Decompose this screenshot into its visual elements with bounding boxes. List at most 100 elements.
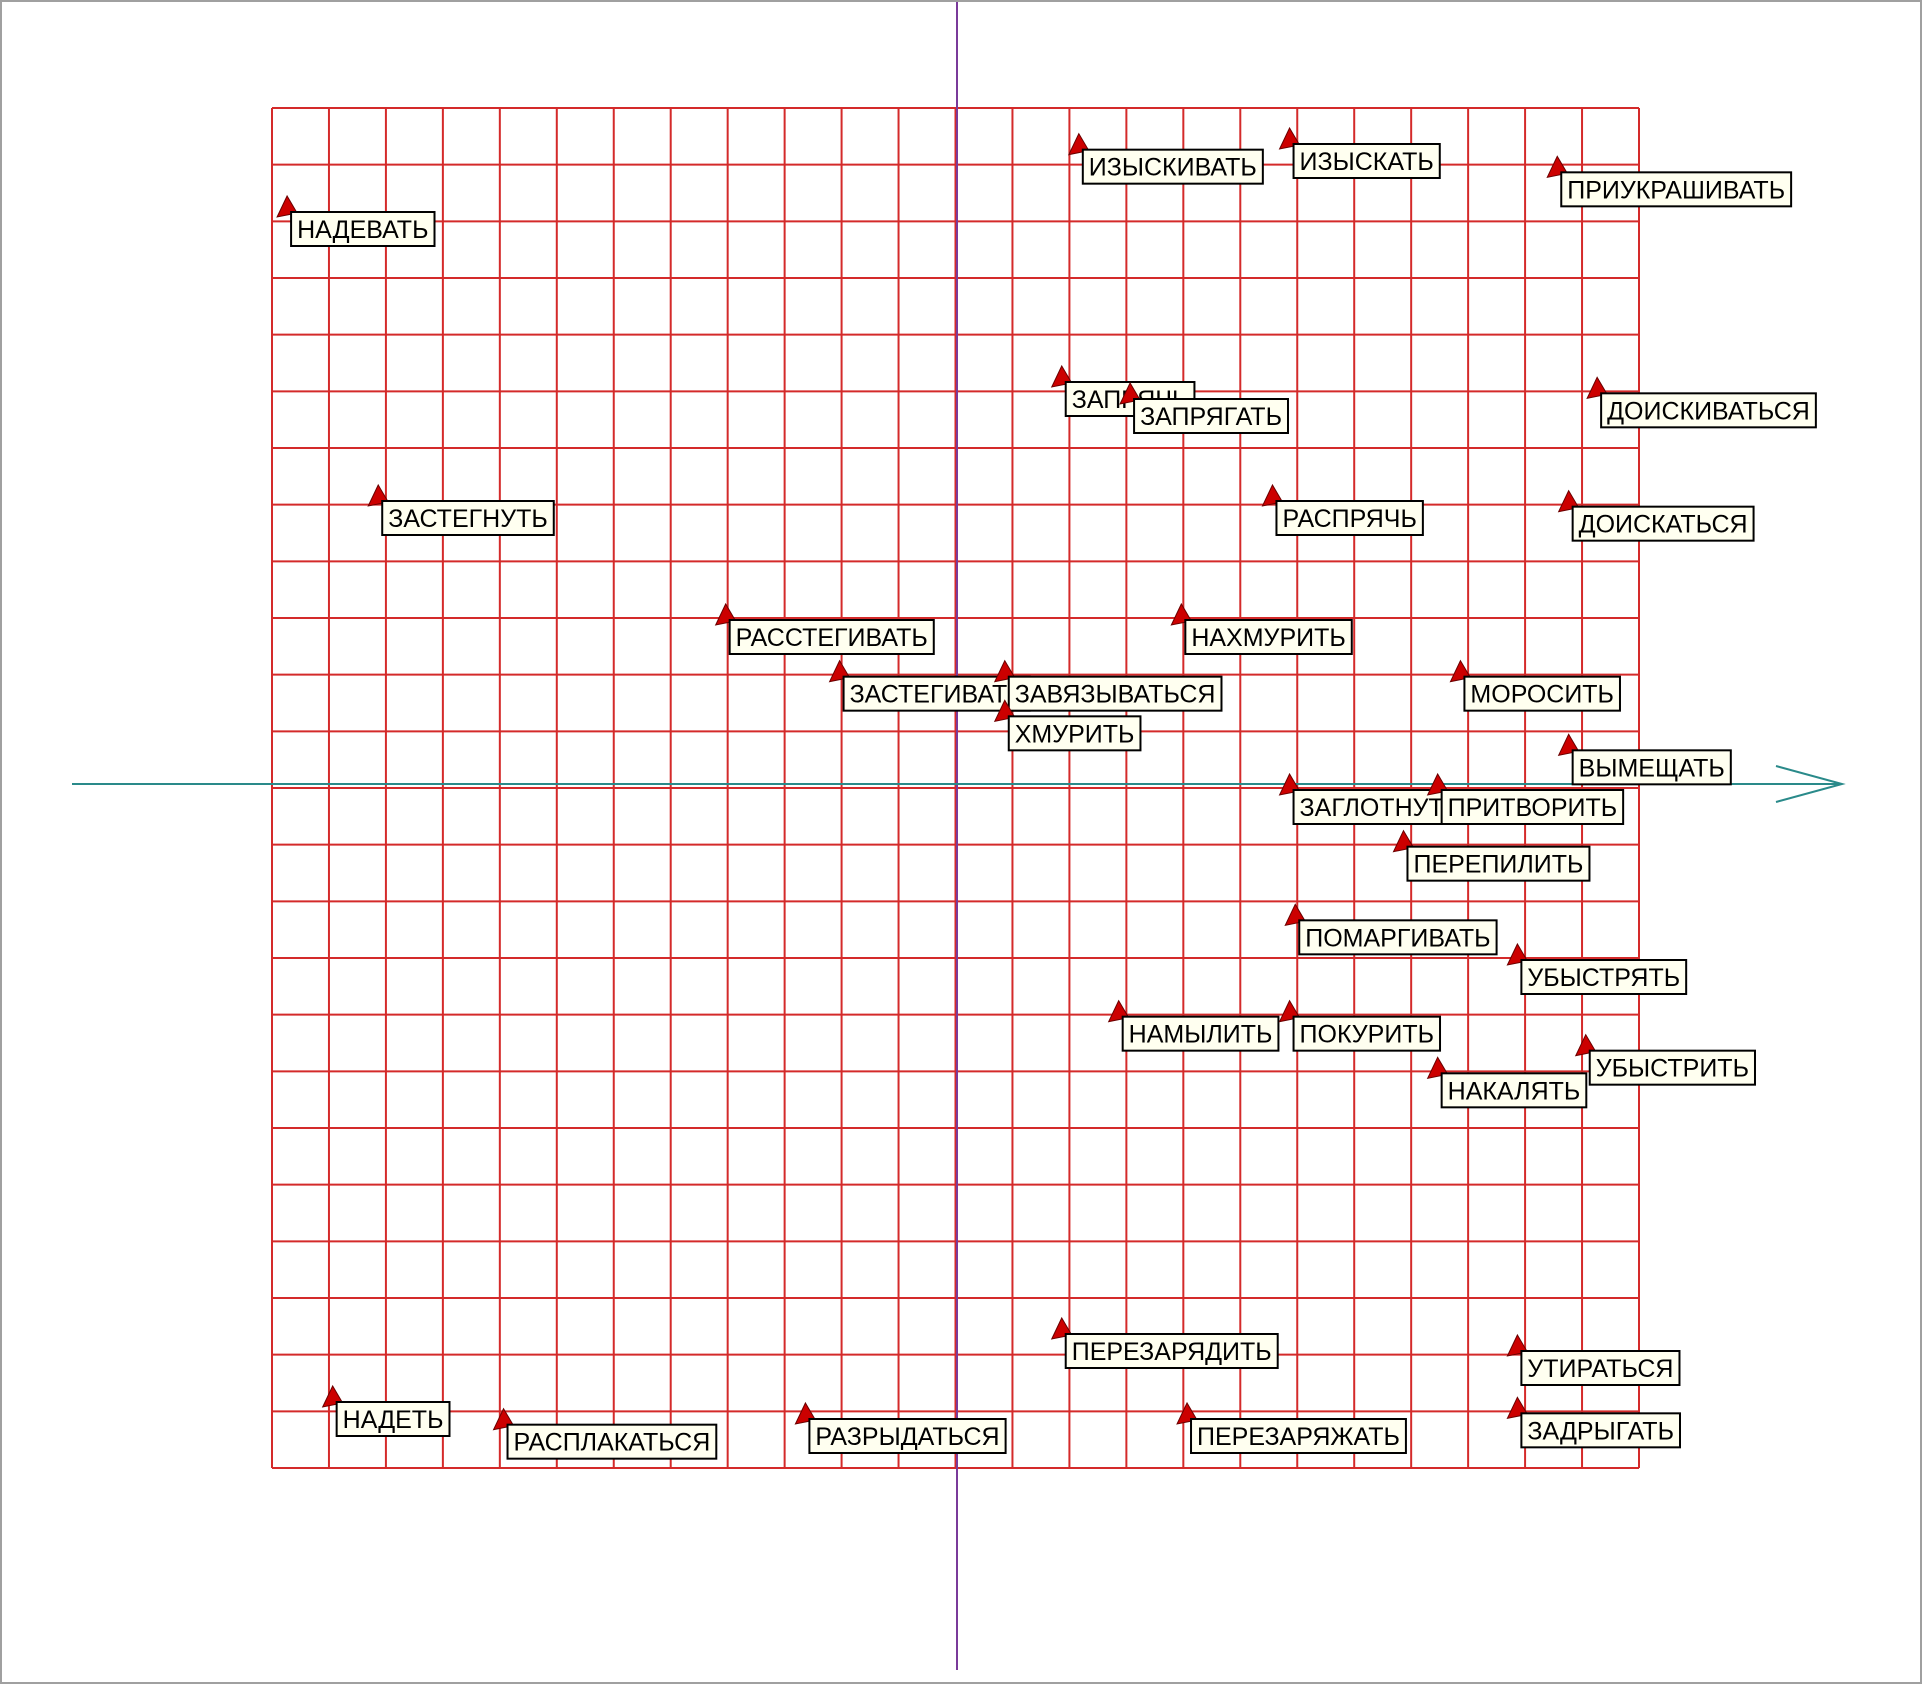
point-label: ЗАПРЯГАТЬ: [1140, 403, 1282, 431]
data-point: ВЫМЕЩАТЬ: [1557, 733, 1732, 786]
point-label-box: [808, 1418, 1007, 1454]
data-point: ПЕРЕЗАРЯДИТЬ: [1050, 1316, 1279, 1369]
data-point: ЗАДРЫГАТЬ: [1506, 1396, 1681, 1449]
point-label-box: [335, 1401, 451, 1437]
point-label: УТИРАТЬСЯ: [1527, 1355, 1673, 1383]
point-label-box: [1190, 1418, 1407, 1454]
point-label: НАДЕВАТЬ: [297, 216, 428, 244]
point-label-box: [1184, 619, 1353, 655]
point-label-box: [506, 1423, 718, 1460]
axes: [72, 2, 1846, 1670]
point-label: ЗАСТЕГНУТЬ: [388, 505, 548, 533]
point-label-box: [1406, 845, 1591, 882]
point-label-box: [1571, 505, 1755, 542]
point-label-box: [1520, 1412, 1681, 1449]
data-point: ЗАВЯЗЫВАТЬСЯ: [993, 659, 1223, 712]
point-label: НАДЕТЬ: [343, 1406, 444, 1434]
data-point: РАССТЕГИВАТЬ: [714, 602, 935, 655]
data-point: ИЗЫСКИВАТЬ: [1067, 132, 1264, 185]
x-axis-arrow-icon: [1775, 765, 1846, 803]
point-label: УБЫСТРЯТЬ: [1527, 964, 1680, 992]
point-label-box: [1588, 1049, 1756, 1086]
point-label-box: [1440, 789, 1625, 825]
point-label: ИЗЫСКАТЬ: [1300, 148, 1434, 176]
data-point: ЗАСТЕГИВАТЬ: [828, 659, 1031, 712]
point-label: НАМЫЛИТЬ: [1129, 1021, 1273, 1049]
point-label-box: [1571, 749, 1732, 786]
point-label: НАХМУРИТЬ: [1191, 624, 1345, 652]
data-point: ХМУРИТЬ: [993, 699, 1142, 752]
point-label-box: [381, 500, 555, 536]
data-point: НАМЫЛИТЬ: [1107, 999, 1280, 1052]
point-label-box: [1520, 1350, 1681, 1386]
point-label: ЗАВЯЗЫВАТЬСЯ: [1015, 681, 1216, 709]
data-point: ЗАГЛОТНУТЬ: [1278, 772, 1468, 825]
point-label-box: [1292, 1015, 1442, 1052]
point-label: ПРИТВОРИТЬ: [1448, 794, 1618, 822]
point-label-box: [1600, 392, 1817, 429]
point-label-box: [1292, 789, 1468, 825]
data-point: ПЕРЕЗАРЯЖАТЬ: [1176, 1401, 1407, 1454]
point-label-box: [1133, 398, 1289, 434]
point-label: ДОИСКИВАТЬСЯ: [1607, 397, 1810, 425]
data-point: НАКАЛЯТЬ: [1426, 1056, 1588, 1109]
point-label-box: [1007, 715, 1142, 752]
data-point: ПОМАРГИВАТЬ: [1284, 903, 1498, 956]
point-label-box: [1560, 171, 1793, 208]
data-point: НАДЕТЬ: [321, 1384, 451, 1437]
data-point: РАСПЛАКАТЬСЯ: [492, 1407, 718, 1460]
point-label-box: [1064, 1333, 1279, 1369]
data-point: ИЗЫСКАТЬ: [1278, 126, 1441, 179]
point-label: ПЕРЕЗАРЯДИТЬ: [1072, 1338, 1272, 1366]
point-label: ПРИУКРАШИВАТЬ: [1567, 176, 1785, 204]
data-point: РАСПРЯЧЬ: [1261, 483, 1424, 536]
point-label: ДОИСКАТЬСЯ: [1579, 511, 1748, 539]
point-label: НАКАЛЯТЬ: [1448, 1077, 1581, 1105]
data-point: РАЗРЫДАТЬСЯ: [794, 1401, 1007, 1454]
point-label: РАСПРЯЧЬ: [1282, 505, 1416, 533]
data-point: НАДЕВАТЬ: [276, 194, 436, 247]
data-point: ЗАСТЕГНУТЬ: [367, 483, 555, 536]
point-label-box: [1121, 1015, 1280, 1052]
data-point: НАХМУРИТЬ: [1170, 602, 1353, 655]
point-label: ЗАДРЫГАТЬ: [1527, 1417, 1674, 1445]
point-label: ЗАСТЕГИВАТЬ: [850, 681, 1024, 709]
data-point: ПЕРЕПИЛИТЬ: [1392, 829, 1591, 882]
point-label: ВЫМЕЩАТЬ: [1579, 754, 1725, 782]
point-label-box: [290, 211, 436, 247]
data-point: ДОИСКИВАТЬСЯ: [1586, 376, 1817, 429]
data-point: ПРИТВОРИТЬ: [1426, 772, 1625, 825]
point-label: ХМУРИТЬ: [1015, 720, 1135, 748]
data-point: УБЫСТРИТЬ: [1574, 1033, 1756, 1086]
point-label-box: [1298, 919, 1498, 956]
point-label: ПОМАРГИВАТЬ: [1305, 924, 1490, 952]
point-label: ПЕРЕПИЛИТЬ: [1413, 851, 1583, 879]
point-label-box: [1463, 675, 1621, 712]
point-label-box: [1440, 1072, 1588, 1109]
data-point: ЗАПРЯГАТЬ: [1119, 381, 1289, 434]
point-label: ПЕРЕЗАРЯЖАТЬ: [1197, 1423, 1400, 1451]
data-points: НАДЕВАТЬ ИЗЫСКИВАТЬ ИЗЫСКАТЬ ПРИУКРАШИВАТЬ З…: [276, 126, 1817, 1460]
point-label: УБЫСТРИТЬ: [1596, 1055, 1749, 1083]
point-label: ПОКУРИТЬ: [1300, 1021, 1434, 1049]
point-label-box: [728, 619, 935, 655]
point-label: ИЗЫСКИВАТЬ: [1089, 154, 1257, 182]
point-label: РАСПЛАКАТЬСЯ: [514, 1429, 711, 1457]
point-label-box: [1275, 500, 1424, 536]
point-label: РАЗРЫДАТЬСЯ: [815, 1423, 999, 1451]
point-label: ЗАГЛОТНУТЬ: [1300, 794, 1461, 822]
data-point: УТИРАТЬСЯ: [1506, 1333, 1681, 1386]
point-label: МОРОСИТЬ: [1470, 681, 1614, 709]
data-point: ДОИСКАТЬСЯ: [1557, 489, 1755, 542]
point-label-box: [1520, 959, 1688, 995]
point-label: РАССТЕГИВАТЬ: [736, 624, 928, 652]
data-point: МОРОСИТЬ: [1449, 659, 1621, 712]
data-point: УБЫСТРЯТЬ: [1506, 942, 1688, 995]
data-point: ПОКУРИТЬ: [1278, 999, 1442, 1052]
point-label-box: [1292, 143, 1441, 179]
point-label-box: [1007, 675, 1223, 712]
data-point: ПРИУКРАШИВАТЬ: [1546, 155, 1793, 208]
point-label-box: [1081, 148, 1264, 185]
